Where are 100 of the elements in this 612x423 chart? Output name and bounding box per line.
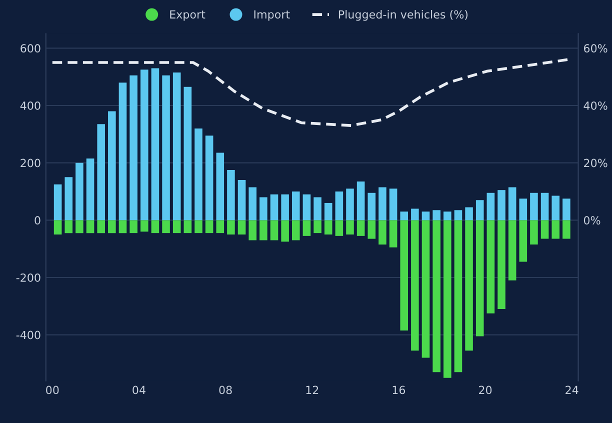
- bar: [552, 196, 560, 220]
- bar: [454, 210, 462, 220]
- bar: [86, 220, 94, 234]
- bar: [216, 152, 224, 220]
- bar: [432, 220, 440, 372]
- bar: [346, 220, 354, 235]
- bar: [238, 220, 246, 235]
- x-tick-label: 24: [566, 386, 578, 394]
- bar: [444, 212, 452, 220]
- bar: [519, 198, 528, 220]
- bar: [260, 197, 268, 220]
- y2-tick-label: 60%: [584, 44, 608, 53]
- bar: [260, 220, 268, 240]
- legend-label: Import: [254, 10, 290, 21]
- x-tick-label: 16: [392, 386, 406, 394]
- bar: [356, 181, 365, 220]
- bar: [562, 198, 570, 220]
- bar: [378, 187, 386, 220]
- bar: [227, 170, 235, 220]
- bar: [400, 220, 408, 331]
- bar: [519, 220, 528, 262]
- bar: [64, 220, 73, 234]
- bar: [248, 187, 256, 220]
- bar: [302, 220, 311, 236]
- bar: [270, 220, 278, 240]
- bar: [194, 128, 202, 220]
- bar: [130, 75, 138, 220]
- bar: [130, 220, 138, 234]
- x-tick-label: 08: [219, 386, 232, 394]
- bar: [86, 158, 94, 220]
- bar: [552, 220, 560, 239]
- bar: [335, 192, 344, 220]
- bar: [151, 220, 160, 234]
- bar: [281, 194, 289, 220]
- bar: [292, 192, 300, 220]
- bar: [324, 202, 332, 220]
- bar: [368, 220, 376, 239]
- bar: [324, 220, 332, 235]
- bar: [498, 220, 506, 310]
- bar: [172, 72, 181, 220]
- bar: [292, 220, 300, 240]
- bar: [389, 220, 398, 248]
- bar: [540, 220, 549, 239]
- bar: [54, 220, 62, 235]
- y-tick-label: 0: [34, 216, 40, 225]
- legend-label: Export: [170, 10, 206, 21]
- bar: [530, 220, 538, 245]
- bar: [248, 220, 256, 240]
- bar: [302, 194, 311, 220]
- bar: [486, 220, 495, 314]
- bar: [411, 220, 419, 351]
- bar: [281, 220, 289, 242]
- bar: [508, 220, 516, 280]
- bar: [162, 75, 170, 220]
- bar: [140, 70, 148, 220]
- legend-label: Plugged-in vehicles (%): [338, 10, 468, 21]
- bar: [140, 220, 148, 232]
- bar: [54, 184, 62, 220]
- y2-tick-label: 40%: [584, 101, 608, 110]
- bar: [476, 220, 484, 336]
- bar: [227, 220, 235, 235]
- x-tick-label: 12: [306, 386, 318, 394]
- bar: [205, 136, 214, 220]
- bar: [411, 208, 419, 220]
- bar: [76, 162, 84, 220]
- bar: [97, 124, 105, 220]
- bar: [562, 220, 570, 239]
- bar: [118, 82, 127, 220]
- bar: [162, 220, 170, 234]
- y-tick-label: 400: [20, 101, 40, 110]
- bar: [64, 177, 73, 220]
- bar: [335, 220, 344, 236]
- bar: [508, 187, 516, 220]
- bar: [108, 111, 116, 220]
- y-tick-label: 600: [20, 44, 40, 53]
- bar: [205, 220, 214, 234]
- bar: [184, 86, 192, 220]
- bar: [378, 220, 386, 245]
- bar: [108, 220, 116, 234]
- bar: [540, 192, 549, 220]
- bar: [498, 190, 506, 220]
- bar: [476, 200, 484, 220]
- bar: [172, 220, 181, 234]
- bar: [422, 212, 430, 220]
- x-tick-label: 20: [479, 386, 492, 394]
- bar: [314, 220, 322, 234]
- bar: [400, 212, 408, 220]
- bar: [454, 220, 462, 372]
- bar: [97, 220, 105, 234]
- bar: [216, 220, 224, 234]
- bar: [118, 220, 127, 234]
- y-tick-label: 200: [20, 158, 40, 168]
- bar: [151, 68, 160, 220]
- bar: [389, 188, 398, 220]
- bar: [432, 210, 440, 220]
- bar: [238, 180, 246, 220]
- bar: [530, 192, 538, 220]
- y-tick-label: -400: [16, 330, 40, 340]
- bar: [444, 220, 452, 378]
- bar: [314, 197, 322, 220]
